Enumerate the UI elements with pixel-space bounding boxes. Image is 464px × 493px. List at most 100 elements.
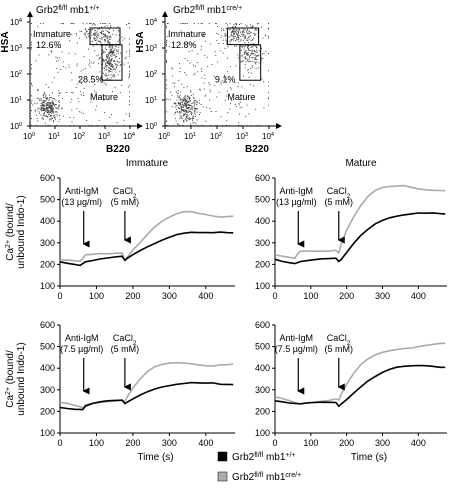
y-tick-label: 500 bbox=[255, 342, 270, 352]
x-tick-label: 200 bbox=[125, 438, 140, 448]
series-line bbox=[59, 361, 234, 409]
y-tick-label: 100 bbox=[40, 281, 55, 291]
x-tick-label: 103 bbox=[98, 132, 110, 141]
x-axis-label: Time (s) bbox=[137, 452, 173, 463]
stimulus-dose: (13 µg/ml) bbox=[276, 197, 317, 207]
y-tick-label: 300 bbox=[255, 238, 270, 248]
y-tick-label: 200 bbox=[255, 406, 270, 416]
series-line bbox=[59, 210, 234, 263]
x-axis-label: B220 bbox=[245, 144, 269, 155]
x-tick-label: 100 bbox=[303, 291, 318, 301]
y-tick-label: 500 bbox=[255, 195, 270, 205]
y-tick-label: 200 bbox=[40, 406, 55, 416]
y-tick-label: 600 bbox=[255, 320, 270, 330]
x-tick-label: 101 bbox=[48, 132, 60, 141]
cacl2-dose: (5 mM) bbox=[111, 344, 140, 354]
stimulus-label: Anti-IgM bbox=[65, 333, 99, 343]
immature-gate-percent: 12.6% bbox=[36, 40, 62, 50]
x-tick-label: 200 bbox=[339, 291, 354, 301]
y-tick-label: 102 bbox=[10, 70, 22, 79]
stimulus-dose: (7.5 µg/ml) bbox=[60, 344, 103, 354]
immature-gate-percent: 12.8% bbox=[171, 40, 197, 50]
x-tick-label: 0 bbox=[272, 291, 277, 301]
y-tick-label: 102 bbox=[145, 70, 157, 79]
y-tick-label: 500 bbox=[40, 195, 55, 205]
x-tick-label: 300 bbox=[162, 438, 177, 448]
legend-label: Grb2fl/fl mb1cre/+ bbox=[232, 472, 301, 484]
x-tick-label: 100 bbox=[158, 132, 170, 141]
y-tick-label: 104 bbox=[145, 18, 157, 27]
stimulus-dose: (7.5 µg/ml) bbox=[275, 344, 318, 354]
x-tick-label: 102 bbox=[73, 132, 85, 141]
stimulus-label: Anti-IgM bbox=[280, 333, 314, 343]
y-tick-label: 100 bbox=[255, 281, 270, 291]
y-tick-label: 100 bbox=[145, 122, 157, 131]
stimulus-label: Anti-IgM bbox=[65, 186, 99, 196]
legend-label: Grb2fl/fl mb1+/+ bbox=[232, 452, 296, 464]
x-tick-label: 0 bbox=[57, 438, 62, 448]
cacl2-dose: (5 mM) bbox=[325, 197, 354, 207]
flow-title: Grb2fl/fl mb1cre/+ bbox=[173, 5, 242, 17]
x-tick-label: 104 bbox=[123, 132, 135, 141]
stimulus-dose: (13 µg/ml) bbox=[61, 197, 102, 207]
x-tick-label: 400 bbox=[411, 438, 426, 448]
y-tick-label: 100 bbox=[10, 122, 22, 131]
y-tick-label: 300 bbox=[40, 385, 55, 395]
legend-swatch bbox=[217, 471, 228, 482]
immature-gate-label: Immature bbox=[33, 29, 71, 39]
y-tick-label: 104 bbox=[10, 18, 22, 27]
column-title-mature: Mature bbox=[345, 158, 377, 169]
x-tick-label: 200 bbox=[339, 438, 354, 448]
x-tick-label: 100 bbox=[89, 438, 104, 448]
y-tick-label: 600 bbox=[40, 320, 55, 330]
y-tick-label: 600 bbox=[40, 173, 55, 183]
y-tick-label: 103 bbox=[145, 44, 157, 53]
y-tick-label: 300 bbox=[40, 238, 55, 248]
y-tick-label: 200 bbox=[255, 259, 270, 269]
x-tick-label: 100 bbox=[23, 132, 35, 141]
x-tick-label: 200 bbox=[125, 291, 140, 301]
y-tick-label: 400 bbox=[40, 363, 55, 373]
mature-gate-label: Mature bbox=[227, 92, 255, 102]
series-line bbox=[59, 231, 234, 267]
x-tick-label: 104 bbox=[262, 132, 274, 141]
series-line bbox=[274, 212, 446, 265]
x-tick-label: 0 bbox=[272, 438, 277, 448]
column-title-immature: Immature bbox=[126, 158, 169, 169]
x-tick-label: 102 bbox=[210, 132, 222, 141]
y-axis-label: HSA bbox=[135, 31, 146, 52]
x-tick-label: 300 bbox=[162, 291, 177, 301]
x-tick-label: 400 bbox=[411, 291, 426, 301]
y-tick-label: 100 bbox=[40, 428, 55, 438]
legend: Grb2fl/fl mb1+/+ Grb2fl/fl mb1cre/+ bbox=[217, 451, 301, 484]
mature-gate bbox=[101, 44, 123, 81]
y-tick-label: 400 bbox=[255, 363, 270, 373]
y-tick-label: 103 bbox=[10, 44, 22, 53]
cacl2-dose: (5 mM) bbox=[325, 344, 354, 354]
y-tick-label: 300 bbox=[255, 385, 270, 395]
series-line bbox=[59, 381, 234, 411]
immature-gate-label: Immature bbox=[168, 29, 206, 39]
mature-gate-percent: 9.1% bbox=[215, 74, 236, 84]
y-axis-label: Ca2+ (bound/unbound Indo-1) bbox=[5, 342, 28, 415]
svg-text:unbound Indo-1): unbound Indo-1) bbox=[16, 195, 27, 268]
x-tick-label: 101 bbox=[184, 132, 196, 141]
mature-gate-label: Mature bbox=[90, 92, 118, 102]
y-tick-label: 600 bbox=[255, 173, 270, 183]
flow-cytometry-panels: Grb2fl/fl mb1+/+HSAB22010010010110110210… bbox=[0, 5, 282, 155]
cacl2-label: CaCl2 bbox=[113, 186, 137, 200]
series-line bbox=[274, 184, 446, 260]
scatter-dots bbox=[166, 23, 269, 126]
x-tick-label: 103 bbox=[236, 132, 248, 141]
y-tick-label: 500 bbox=[40, 342, 55, 352]
x-tick-label: 300 bbox=[375, 438, 390, 448]
cacl2-label: CaCl2 bbox=[327, 186, 351, 200]
legend-swatch bbox=[217, 451, 228, 462]
